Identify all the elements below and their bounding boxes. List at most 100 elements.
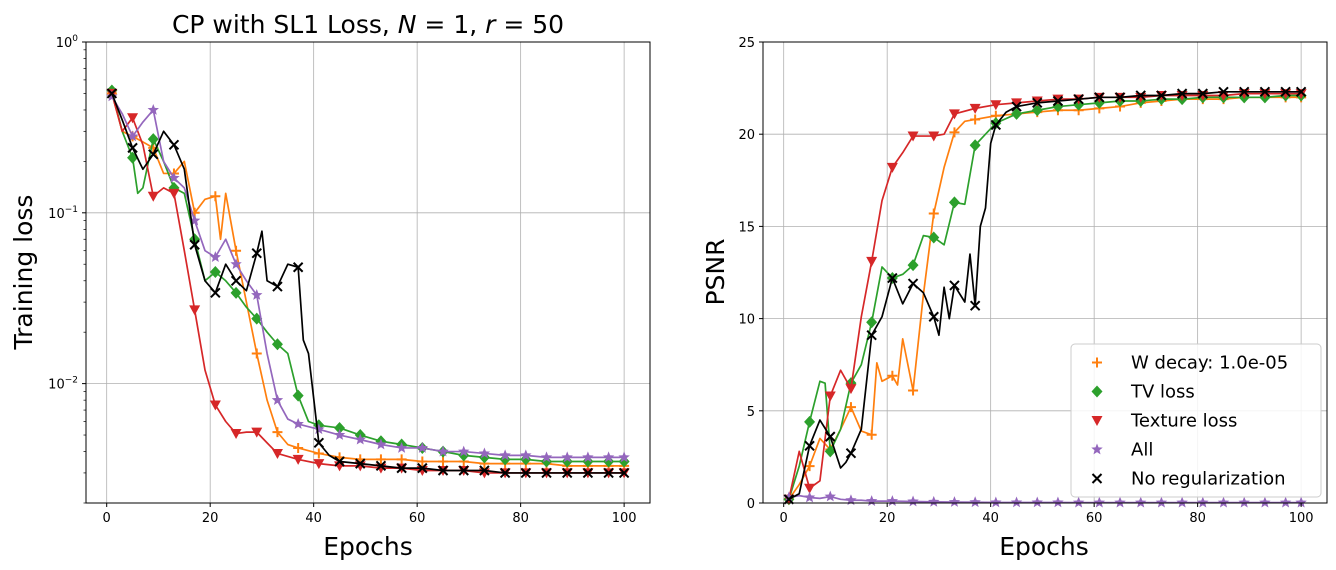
data-point-none xyxy=(313,437,325,449)
data-point-tv xyxy=(582,455,594,468)
data-point-tv xyxy=(251,312,263,325)
data-point-all xyxy=(990,496,1002,508)
data-point-wdecay xyxy=(970,114,981,125)
x-tick-label: 80 xyxy=(512,511,529,526)
data-point-all xyxy=(168,171,180,183)
data-point-none xyxy=(189,239,200,250)
data-point-wdecay xyxy=(417,456,428,467)
data-point-wdecay xyxy=(887,370,898,381)
data-point-tv xyxy=(561,455,573,468)
legend-entry-all: All xyxy=(1091,440,1153,461)
data-point-none xyxy=(804,440,815,452)
data-point-texture xyxy=(313,459,325,470)
legend-label-none: No regularization xyxy=(1131,469,1286,490)
data-point-all xyxy=(1093,496,1106,508)
y-tick-label: 15 xyxy=(738,220,755,235)
psnr-chart-ylabel: PSNR xyxy=(701,238,730,305)
legend-marker-none xyxy=(1091,473,1103,484)
data-point-all xyxy=(1238,496,1250,508)
x-tick-label: 0 xyxy=(780,511,788,526)
data-point-none xyxy=(127,142,138,154)
data-point-all xyxy=(126,130,139,142)
loss-chart-series xyxy=(106,84,630,479)
x-tick-label: 100 xyxy=(1289,511,1314,526)
data-point-none xyxy=(866,329,877,341)
data-point-all xyxy=(618,451,630,463)
data-point-none xyxy=(251,248,262,259)
x-tick-label: 20 xyxy=(879,511,896,526)
data-point-all xyxy=(886,495,899,507)
data-point-texture xyxy=(230,429,242,440)
data-point-none xyxy=(168,139,180,151)
data-point-tv xyxy=(334,421,346,434)
loss-chart-grid xyxy=(86,41,650,503)
data-point-tv xyxy=(499,453,511,466)
data-point-none xyxy=(783,494,795,505)
data-point-none xyxy=(928,311,939,322)
legend-entry-texture: Texture loss xyxy=(1091,411,1237,432)
data-point-wdecay xyxy=(804,461,815,472)
data-point-all xyxy=(478,447,491,459)
data-point-none xyxy=(1197,88,1209,99)
data-point-none xyxy=(458,465,469,476)
data-point-all xyxy=(271,394,284,406)
data-point-tv xyxy=(603,455,615,468)
data-point-all xyxy=(602,451,615,463)
series-none xyxy=(783,86,1307,505)
data-point-texture xyxy=(209,400,221,411)
data-point-all xyxy=(333,429,346,440)
data-point-none xyxy=(969,300,981,311)
series-line-all xyxy=(111,96,625,459)
data-point-texture xyxy=(271,448,283,459)
data-point-none xyxy=(541,467,552,479)
data-point-none xyxy=(949,280,960,291)
data-point-all xyxy=(783,491,795,503)
data-point-none xyxy=(618,467,630,479)
data-point-wdecay xyxy=(293,442,304,453)
loss-chart: CP with SL1 Loss, N = 1, r = 50 0 20 40 60 8… xyxy=(9,10,651,561)
data-point-tv xyxy=(271,338,283,351)
y-tick-label: 5 xyxy=(747,405,755,420)
data-point-none xyxy=(825,431,836,442)
data-point-all xyxy=(1295,496,1307,508)
plot-frame xyxy=(85,41,651,504)
legend-entry-none: No regularization xyxy=(1091,469,1286,490)
data-point-all xyxy=(147,103,159,115)
x-tick-label: 60 xyxy=(1086,511,1103,526)
data-point-all xyxy=(845,494,857,506)
data-point-all xyxy=(969,496,981,508)
psnr-chart-frame xyxy=(762,41,1328,504)
data-point-texture xyxy=(147,191,159,202)
data-point-all xyxy=(1010,496,1023,508)
legend-label-wdecay: W decay: 1.0e-05 xyxy=(1131,353,1288,374)
data-point-wdecay xyxy=(231,245,242,256)
y-tick-label: 10−1 xyxy=(48,205,78,222)
data-point-texture xyxy=(866,256,878,267)
data-point-tv xyxy=(866,316,878,329)
data-point-all xyxy=(907,495,919,507)
data-point-tv xyxy=(618,455,630,468)
data-point-all xyxy=(395,441,408,453)
data-point-all xyxy=(1031,496,1043,508)
data-point-all xyxy=(1072,496,1085,508)
psnr-chart: 0 20 40 60 80 100 0 5 10 15 20 25 Epochs PSNR W dec… xyxy=(701,36,1328,561)
data-point-none xyxy=(1280,86,1291,97)
data-point-all xyxy=(824,490,836,502)
data-point-all xyxy=(1176,496,1188,508)
loss-chart-ticks: 0 20 40 60 80 100 10−2 10−1 100 xyxy=(48,34,636,526)
data-point-none xyxy=(292,262,304,273)
data-point-texture xyxy=(168,188,180,199)
data-point-none xyxy=(355,458,366,469)
data-point-none xyxy=(1011,101,1022,112)
data-point-all xyxy=(865,495,878,507)
series-all xyxy=(106,90,630,463)
data-point-none xyxy=(334,456,345,467)
data-point-all xyxy=(1197,496,1209,508)
data-point-none xyxy=(210,287,221,299)
data-point-all xyxy=(499,449,511,461)
legend-label-tv: TV loss xyxy=(1130,382,1195,403)
data-point-wdecay xyxy=(866,429,877,440)
data-point-all xyxy=(803,491,816,503)
data-point-none xyxy=(990,119,1002,131)
